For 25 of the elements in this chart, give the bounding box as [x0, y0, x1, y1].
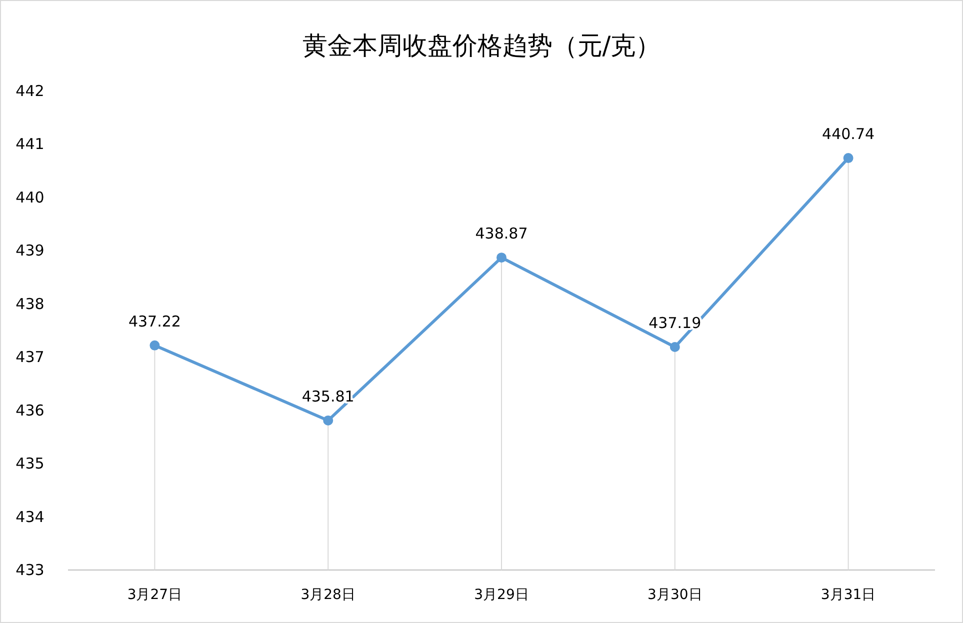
y-tick-label: 436 — [16, 401, 44, 420]
y-tick-label: 438 — [16, 294, 44, 313]
data-label: 437.22 — [128, 312, 181, 330]
point — [150, 340, 160, 350]
y-tick-label: 435 — [16, 454, 44, 473]
x-tick-label: 3月27日 — [127, 587, 182, 603]
point — [843, 153, 854, 164]
point — [323, 415, 334, 426]
point — [496, 252, 506, 263]
x-tick-label: 3月29日 — [474, 587, 529, 603]
y-tick-label: 437 — [16, 348, 44, 366]
data-label: 438.87 — [475, 224, 528, 243]
title: 黄金本周收盘价格趋势（元/克） — [302, 31, 661, 60]
x-tick-label: 3月30日 — [648, 587, 702, 603]
x-tick-label: 3月28日 — [300, 587, 356, 603]
data-label: 440.74 — [822, 125, 875, 144]
point — [670, 342, 680, 352]
y-tick-label: 440 — [16, 188, 44, 206]
y-tick-label: 442 — [16, 82, 44, 100]
y-tick-label: 433 — [16, 561, 44, 579]
y-tick-label: 439 — [16, 242, 44, 260]
y-tick-label: 441 — [16, 135, 44, 154]
data-label: 435.81 — [302, 387, 354, 406]
x-tick-label: 3月31日 — [820, 587, 876, 603]
y-tick-label: 434 — [16, 508, 44, 526]
